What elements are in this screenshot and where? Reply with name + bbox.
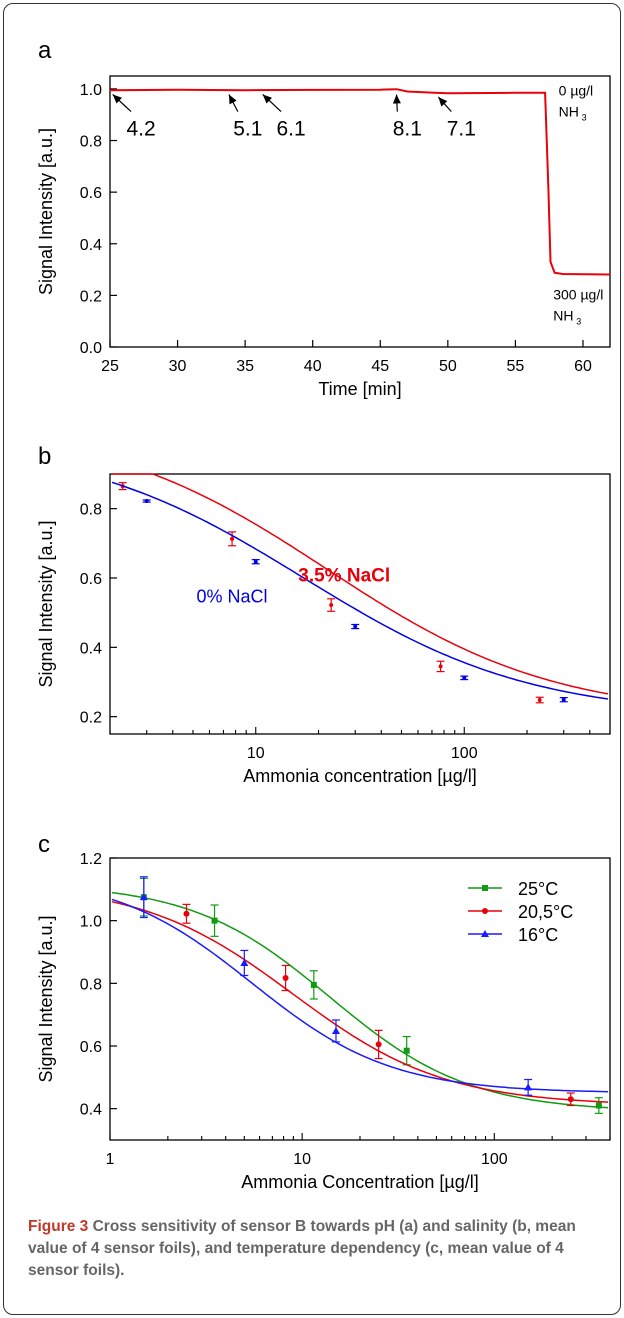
data-point — [567, 1096, 574, 1103]
data-point — [403, 1047, 410, 1054]
plot-frame-b — [109, 473, 611, 735]
y-tick-label: 0.6 — [80, 571, 102, 588]
side-label-subscript: 3 — [576, 316, 581, 326]
panel-label-c: c — [38, 831, 50, 858]
annotation-arrowhead — [438, 97, 448, 107]
plot-frame-a — [109, 75, 611, 348]
x-tick-label: 50 — [439, 358, 457, 375]
data-point — [482, 885, 488, 891]
y-axis-label: Signal Intensity [a.u.] — [36, 128, 56, 295]
annotation-label: 7.1 — [447, 118, 476, 141]
data-point — [482, 908, 488, 914]
x-tick-label: 10 — [247, 745, 265, 762]
data-point — [144, 499, 149, 504]
y-tick-label: 0.6 — [80, 185, 102, 202]
data-point — [524, 1083, 533, 1091]
y-tick-label: 0.2 — [80, 710, 102, 727]
annotation-arrowhead — [262, 94, 273, 104]
x-tick-label: 55 — [507, 358, 525, 375]
fit-line — [112, 473, 609, 695]
figure-caption: Figure 3 Cross sensitivity of sensor B t… — [28, 1216, 588, 1282]
x-tick-label: 45 — [371, 358, 389, 375]
y-tick-label: 0.4 — [80, 1102, 102, 1119]
y-tick-label: 1.0 — [80, 82, 102, 99]
data-point — [253, 559, 258, 564]
y-tick-label: 0.8 — [80, 502, 102, 519]
data-point — [481, 930, 489, 937]
figure-frame — [3, 3, 621, 1315]
x-tick-label: 1 — [106, 1151, 115, 1168]
x-tick-label: 10 — [293, 1151, 311, 1168]
side-label-line1: 0 µg/l — [559, 82, 594, 98]
data-point — [240, 958, 249, 966]
side-label-line2: NH — [559, 103, 579, 119]
panel-label-b: b — [38, 443, 51, 470]
y-tick-label: 0.8 — [80, 134, 102, 151]
fit-line — [111, 481, 609, 700]
side-label-line1: 300 µg/l — [553, 286, 603, 302]
annotation-label: 8.1 — [393, 118, 422, 141]
y-axis-label: Signal Intensity [a.u.] — [36, 520, 56, 687]
annotation-arrowhead — [228, 94, 237, 105]
series-label: 3.5% NaCl — [298, 565, 390, 586]
y-tick-label: 1.2 — [80, 851, 102, 868]
data-point — [282, 975, 289, 982]
x-tick-label: 40 — [304, 358, 322, 375]
annotation-label: 6.1 — [276, 118, 305, 141]
data-point — [211, 917, 218, 924]
x-tick-label: 100 — [451, 745, 478, 762]
y-tick-label: 0.4 — [80, 640, 102, 657]
signal-line — [109, 88, 611, 276]
caption-text: Cross sensitivity of sensor B towards pH… — [28, 1218, 576, 1279]
data-point — [595, 1102, 602, 1109]
fit-line — [111, 891, 609, 1109]
legend-label: 16°C — [518, 925, 558, 945]
side-label-subscript: 3 — [582, 112, 587, 122]
y-tick-label: 1.0 — [80, 914, 102, 931]
data-point — [329, 603, 334, 608]
y-tick-label: 0.6 — [80, 1039, 102, 1056]
side-label-line2: NH — [553, 307, 573, 323]
annotation-arrowhead — [392, 94, 401, 104]
x-tick-label: 60 — [574, 358, 592, 375]
x-tick-label: 35 — [236, 358, 254, 375]
x-axis-label: Ammonia Concentration [µg/l] — [241, 1172, 478, 1192]
data-point — [310, 981, 317, 988]
data-point — [139, 893, 148, 901]
series-label: 0% NaCl — [197, 586, 268, 606]
legend-label: 25°C — [518, 879, 558, 899]
data-point — [537, 698, 542, 703]
data-point — [230, 536, 235, 541]
x-axis-label: Ammonia concentration [µg/l] — [243, 766, 476, 786]
x-axis-label: Time [min] — [318, 379, 401, 399]
data-point — [353, 624, 358, 629]
data-point — [438, 664, 443, 669]
panel-label-a: a — [38, 37, 52, 64]
annotation-arrowhead — [112, 94, 123, 104]
annotation-label: 4.2 — [126, 118, 155, 141]
x-tick-label: 25 — [101, 358, 119, 375]
y-tick-label: 0.8 — [80, 976, 102, 993]
data-point — [561, 697, 566, 702]
data-point — [331, 1026, 340, 1034]
x-tick-label: 30 — [169, 358, 187, 375]
y-axis-label: Signal Intensity [a.u.] — [36, 915, 56, 1082]
data-point — [183, 910, 190, 917]
y-tick-label: 0.0 — [80, 340, 102, 357]
annotation-label: 5.1 — [233, 118, 262, 141]
data-point — [462, 675, 467, 680]
data-point — [375, 1041, 382, 1048]
y-tick-label: 0.4 — [80, 237, 102, 254]
y-tick-label: 0.2 — [80, 288, 102, 305]
caption-figure-label: Figure 3 — [28, 1218, 89, 1235]
plot-frame-c — [109, 857, 611, 1141]
x-tick-label: 100 — [481, 1151, 508, 1168]
legend-label: 20,5°C — [518, 902, 573, 922]
